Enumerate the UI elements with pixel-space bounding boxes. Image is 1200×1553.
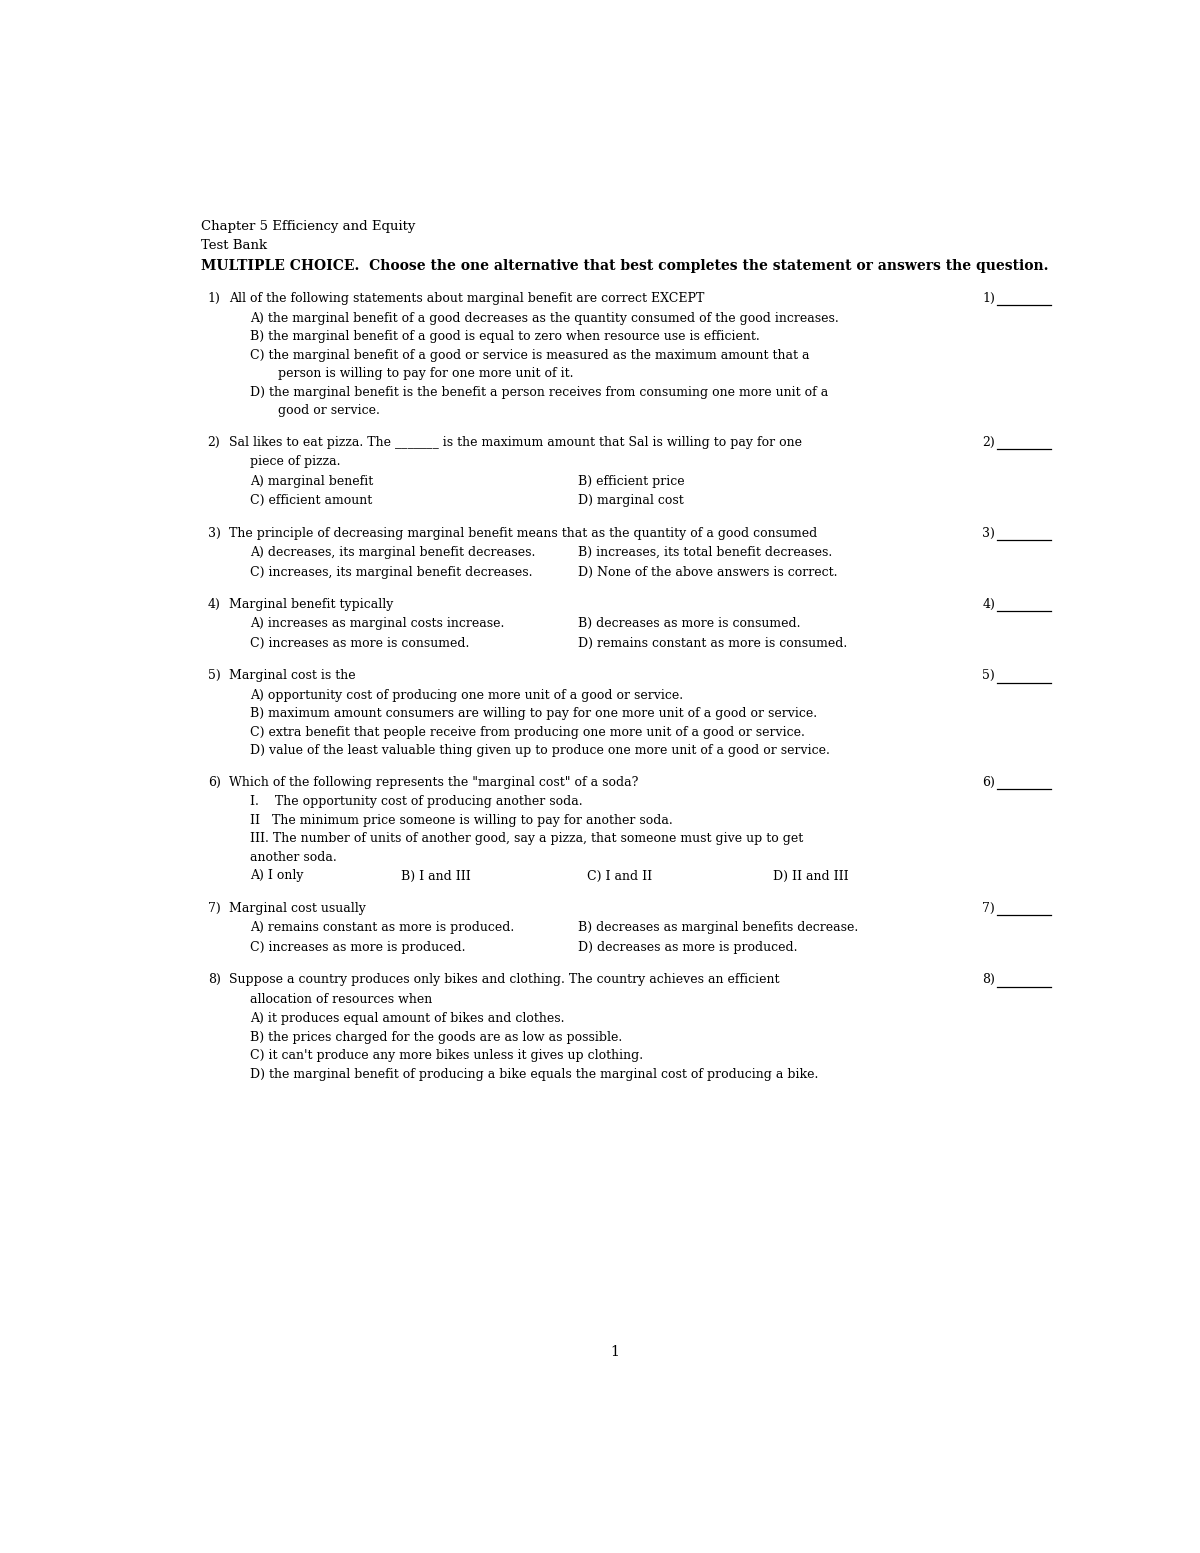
Text: 8): 8) [208,974,221,986]
Text: III. The number of units of another good, say a pizza, that someone must give up: III. The number of units of another good… [251,832,804,845]
Text: D) decreases as more is produced.: D) decreases as more is produced. [578,941,797,954]
Text: Marginal cost is the: Marginal cost is the [229,669,355,682]
Text: D) the marginal benefit of producing a bike equals the marginal cost of producin: D) the marginal benefit of producing a b… [251,1068,818,1081]
Text: B) the prices charged for the goods are as low as possible.: B) the prices charged for the goods are … [251,1031,623,1044]
Text: 4): 4) [983,598,995,610]
Text: Which of the following represents the "marginal cost" of a soda?: Which of the following represents the "m… [229,776,638,789]
Text: 4): 4) [208,598,221,610]
Text: MULTIPLE CHOICE.  Choose the one alternative that best completes the statement o: MULTIPLE CHOICE. Choose the one alternat… [202,259,1049,273]
Text: Sal likes to eat pizza. The _______ is the maximum amount that Sal is willing to: Sal likes to eat pizza. The _______ is t… [229,436,802,449]
Text: B) increases, its total benefit decreases.: B) increases, its total benefit decrease… [578,547,832,559]
Text: A) marginal benefit: A) marginal benefit [251,475,373,488]
Text: 1): 1) [208,292,221,304]
Text: 1): 1) [983,292,995,304]
Text: 5): 5) [983,669,995,682]
Text: allocation of resources when: allocation of resources when [251,992,433,1006]
Text: 3): 3) [983,526,995,539]
Text: 1: 1 [611,1345,619,1359]
Text: person is willing to pay for one more unit of it.: person is willing to pay for one more un… [278,367,574,380]
Text: D) None of the above answers is correct.: D) None of the above answers is correct. [578,565,838,579]
Text: Marginal cost usually: Marginal cost usually [229,902,366,915]
Text: C) I and II: C) I and II [587,870,653,882]
Text: A) the marginal benefit of a good decreases as the quantity consumed of the good: A) the marginal benefit of a good decrea… [251,312,839,325]
Text: C) increases, its marginal benefit decreases.: C) increases, its marginal benefit decre… [251,565,533,579]
Text: D) II and III: D) II and III [773,870,848,882]
Text: B) I and III: B) I and III [401,870,470,882]
Text: B) decreases as marginal benefits decrease.: B) decreases as marginal benefits decrea… [578,921,858,935]
Text: A) increases as marginal costs increase.: A) increases as marginal costs increase. [251,618,505,631]
Text: C) increases as more is produced.: C) increases as more is produced. [251,941,466,954]
Text: piece of pizza.: piece of pizza. [251,455,341,469]
Text: A) decreases, its marginal benefit decreases.: A) decreases, its marginal benefit decre… [251,547,536,559]
Text: 6): 6) [983,776,995,789]
Text: Suppose a country produces only bikes and clothing. The country achieves an effi: Suppose a country produces only bikes an… [229,974,780,986]
Text: D) marginal cost: D) marginal cost [578,494,684,508]
Text: C) efficient amount: C) efficient amount [251,494,373,508]
Text: A) I only: A) I only [251,870,304,882]
Text: D) value of the least valuable thing given up to produce one more unit of a good: D) value of the least valuable thing giv… [251,744,830,758]
Text: B) decreases as more is consumed.: B) decreases as more is consumed. [578,618,800,631]
Text: 7): 7) [208,902,221,915]
Text: C) increases as more is consumed.: C) increases as more is consumed. [251,637,470,649]
Text: Test Bank: Test Bank [202,239,268,252]
Text: C) the marginal benefit of a good or service is measured as the maximum amount t: C) the marginal benefit of a good or ser… [251,349,810,362]
Text: I.    The opportunity cost of producing another soda.: I. The opportunity cost of producing ano… [251,795,583,809]
Text: B) efficient price: B) efficient price [578,475,684,488]
Text: 3): 3) [208,526,221,539]
Text: 6): 6) [208,776,221,789]
Text: II   The minimum price someone is willing to pay for another soda.: II The minimum price someone is willing … [251,814,673,826]
Text: 8): 8) [983,974,995,986]
Text: B) the marginal benefit of a good is equal to zero when resource use is efficien: B) the marginal benefit of a good is equ… [251,331,760,343]
Text: C) it can't produce any more bikes unless it gives up clothing.: C) it can't produce any more bikes unles… [251,1050,643,1062]
Text: 7): 7) [983,902,995,915]
Text: A) opportunity cost of producing one more unit of a good or service.: A) opportunity cost of producing one mor… [251,690,684,702]
Text: All of the following statements about marginal benefit are correct EXCEPT: All of the following statements about ma… [229,292,704,304]
Text: another soda.: another soda. [251,851,337,863]
Text: D) remains constant as more is consumed.: D) remains constant as more is consumed. [578,637,847,649]
Text: A) it produces equal amount of bikes and clothes.: A) it produces equal amount of bikes and… [251,1013,565,1025]
Text: 2): 2) [208,436,221,449]
Text: Marginal benefit typically: Marginal benefit typically [229,598,394,610]
Text: D) the marginal benefit is the benefit a person receives from consuming one more: D) the marginal benefit is the benefit a… [251,385,829,399]
Text: 5): 5) [208,669,221,682]
Text: good or service.: good or service. [278,404,380,418]
Text: C) extra benefit that people receive from producing one more unit of a good or s: C) extra benefit that people receive fro… [251,725,805,739]
Text: Chapter 5 Efficiency and Equity: Chapter 5 Efficiency and Equity [202,221,415,233]
Text: 2): 2) [983,436,995,449]
Text: A) remains constant as more is produced.: A) remains constant as more is produced. [251,921,515,935]
Text: The principle of decreasing marginal benefit means that as the quantity of a goo: The principle of decreasing marginal ben… [229,526,817,539]
Text: B) maximum amount consumers are willing to pay for one more unit of a good or se: B) maximum amount consumers are willing … [251,707,817,721]
